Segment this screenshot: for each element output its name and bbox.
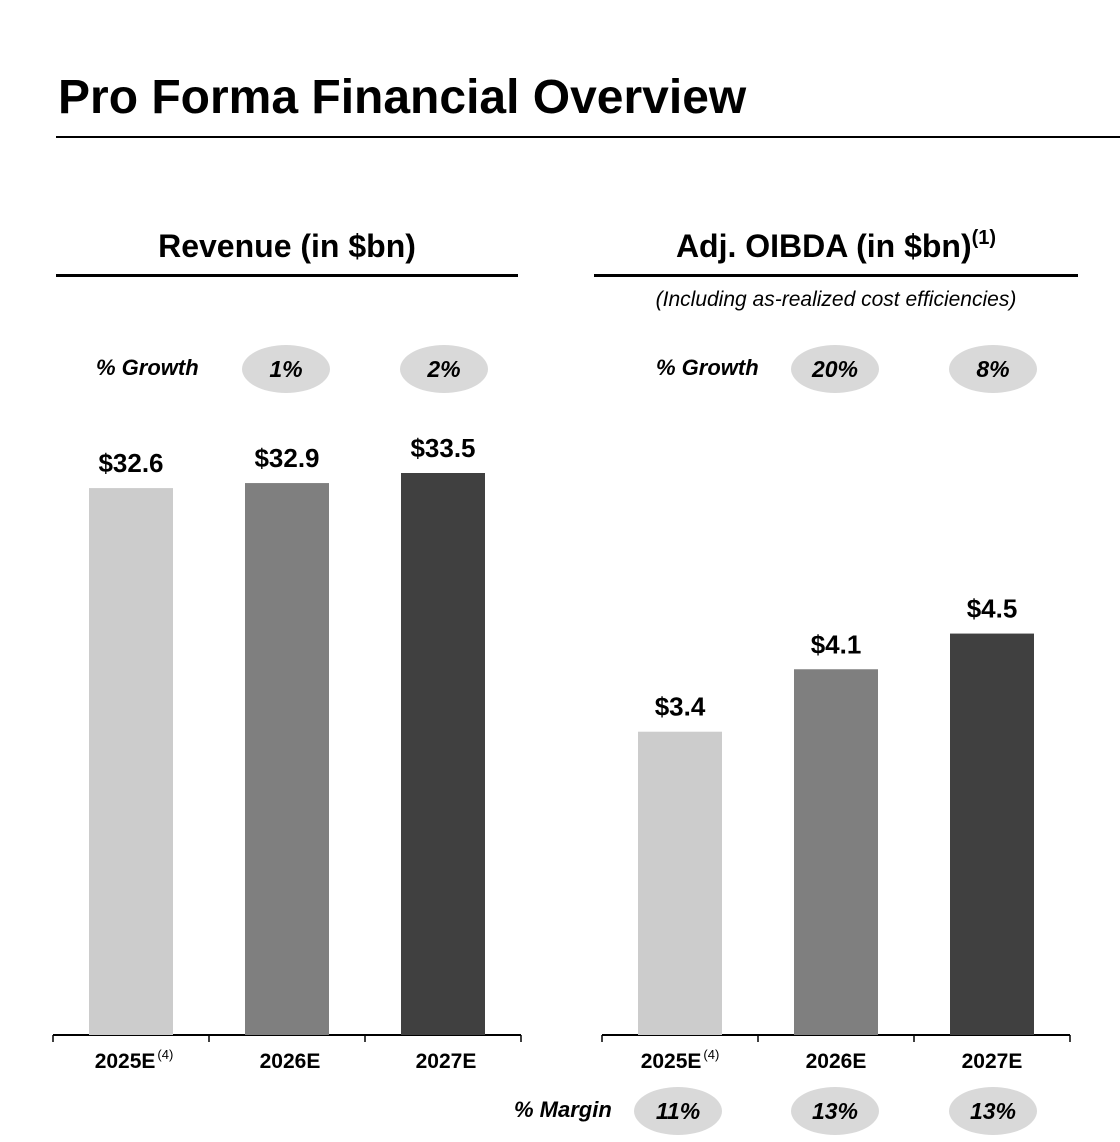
oibda-bar-2027e [950, 633, 1034, 1035]
revenue-value-label-2026e: $32.9 [254, 443, 319, 473]
revenue-bar-2025e [89, 488, 173, 1035]
revenue-tick-label-2027: 2027E [415, 1050, 477, 1073]
oibda-tick-label-2027: 2027E [961, 1050, 1023, 1073]
revenue-growth-label: % Growth [96, 355, 199, 380]
oibda-chart-subtitle: (Including as-realized cost efficiencies… [655, 288, 1017, 311]
oibda-margin-pill-2025: 11% [634, 1087, 722, 1135]
revenue-value-label-2025e: $32.6 [98, 448, 163, 478]
oibda-value-label-2026e: $4.1 [811, 629, 862, 659]
oibda-growth-pill-2027: 8% [949, 345, 1037, 393]
revenue-tick-label-2025: 2025E (4) [94, 1047, 174, 1073]
revenue-panel: Revenue (in $bn) % Growth 1% 2% 2025E (4)… [56, 0, 518, 1142]
oibda-value-label-2025e: $3.4 [655, 692, 706, 722]
revenue-growth-pill-2027: 2% [400, 345, 488, 393]
revenue-title-rule [56, 274, 518, 277]
oibda-bar-2026e [794, 669, 878, 1035]
oibda-value-label-2027e: $4.5 [967, 594, 1018, 624]
revenue-value-label-2027e: $33.5 [410, 433, 475, 463]
oibda-growth-pill-2026: 20% [791, 345, 879, 393]
page-title: Pro Forma Financial Overview [58, 71, 747, 124]
oibda-title-rule [594, 274, 1078, 277]
oibda-tick-label-2026: 2026E [805, 1050, 867, 1073]
oibda-margin-label: % Margin [514, 1097, 612, 1122]
oibda-panel: Adj. OIBDA (in $bn)(1) (Including as-rea… [514, 0, 1078, 1142]
oibda-margin-pill-2027: 13% [949, 1087, 1037, 1135]
revenue-chart-title: Revenue (in $bn) [158, 228, 416, 264]
revenue-tick-label-2026: 2026E [259, 1050, 321, 1073]
revenue-growth-pill-2026: 1% [242, 345, 330, 393]
oibda-margin-pill-2026: 13% [791, 1087, 879, 1135]
oibda-growth-label: % Growth [656, 355, 759, 380]
oibda-bar-2025e [638, 731, 722, 1035]
oibda-chart-title: Adj. OIBDA (in $bn)(1) [675, 227, 997, 264]
revenue-bar-2026e [245, 483, 329, 1035]
revenue-bar-2027e [401, 473, 485, 1035]
title-divider [56, 136, 1120, 138]
oibda-tick-label-2025: 2025E (4) [640, 1047, 720, 1073]
